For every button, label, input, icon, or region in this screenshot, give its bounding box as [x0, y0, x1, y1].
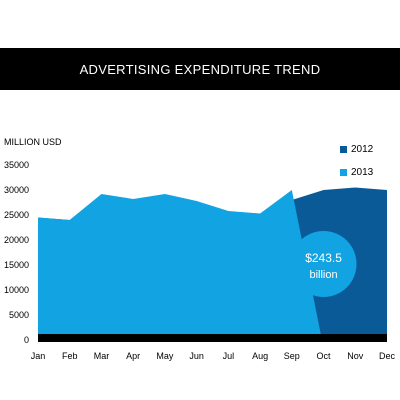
area-series-2013: [38, 190, 322, 340]
y-tick-label: 15000: [4, 260, 29, 270]
x-tick-label: Aug: [252, 351, 268, 361]
x-tick-label: Feb: [62, 351, 78, 361]
y-tick-label: 35000: [4, 160, 29, 170]
y-axis-label: MILLION USD: [4, 137, 62, 147]
x-tick-label: Jun: [189, 351, 204, 361]
y-tick-label: 5000: [9, 310, 29, 320]
x-tick-label: Oct: [317, 351, 332, 361]
x-tick-label: Apr: [126, 351, 140, 361]
x-tick-label: Dec: [379, 351, 396, 361]
x-tick-label: Jan: [31, 351, 46, 361]
legend-label-2012: 2012: [351, 143, 374, 155]
y-tick-label: 30000: [4, 185, 29, 195]
legend-item-2013: 2013: [340, 166, 373, 178]
legend-item-2012: 2012: [340, 143, 373, 155]
x-axis-baseline: [38, 334, 387, 342]
x-tick-label: May: [156, 351, 174, 361]
legend-swatch-2012: [340, 145, 347, 153]
callout-unit: billion: [309, 269, 337, 281]
legend-swatch-2013: [340, 168, 347, 176]
x-tick-label: Sep: [284, 351, 300, 361]
x-tick-label: Mar: [94, 351, 110, 361]
y-tick-label: 20000: [4, 235, 29, 245]
callout-circle: [290, 231, 357, 297]
legend: 2012 2013: [340, 143, 373, 189]
x-tick-label: Nov: [347, 351, 364, 361]
y-tick-label: 10000: [4, 285, 29, 295]
y-tick-label: 0: [24, 335, 29, 345]
x-tick-label: Jul: [223, 351, 235, 361]
callout-value: $243.5: [305, 251, 342, 265]
chart-title: ADVERTISING EXPENDITURE TREND: [79, 61, 321, 77]
y-tick-label: 25000: [4, 210, 29, 220]
legend-label-2013: 2013: [351, 166, 374, 178]
chart-title-bar: ADVERTISING EXPENDITURE TREND: [0, 48, 400, 90]
